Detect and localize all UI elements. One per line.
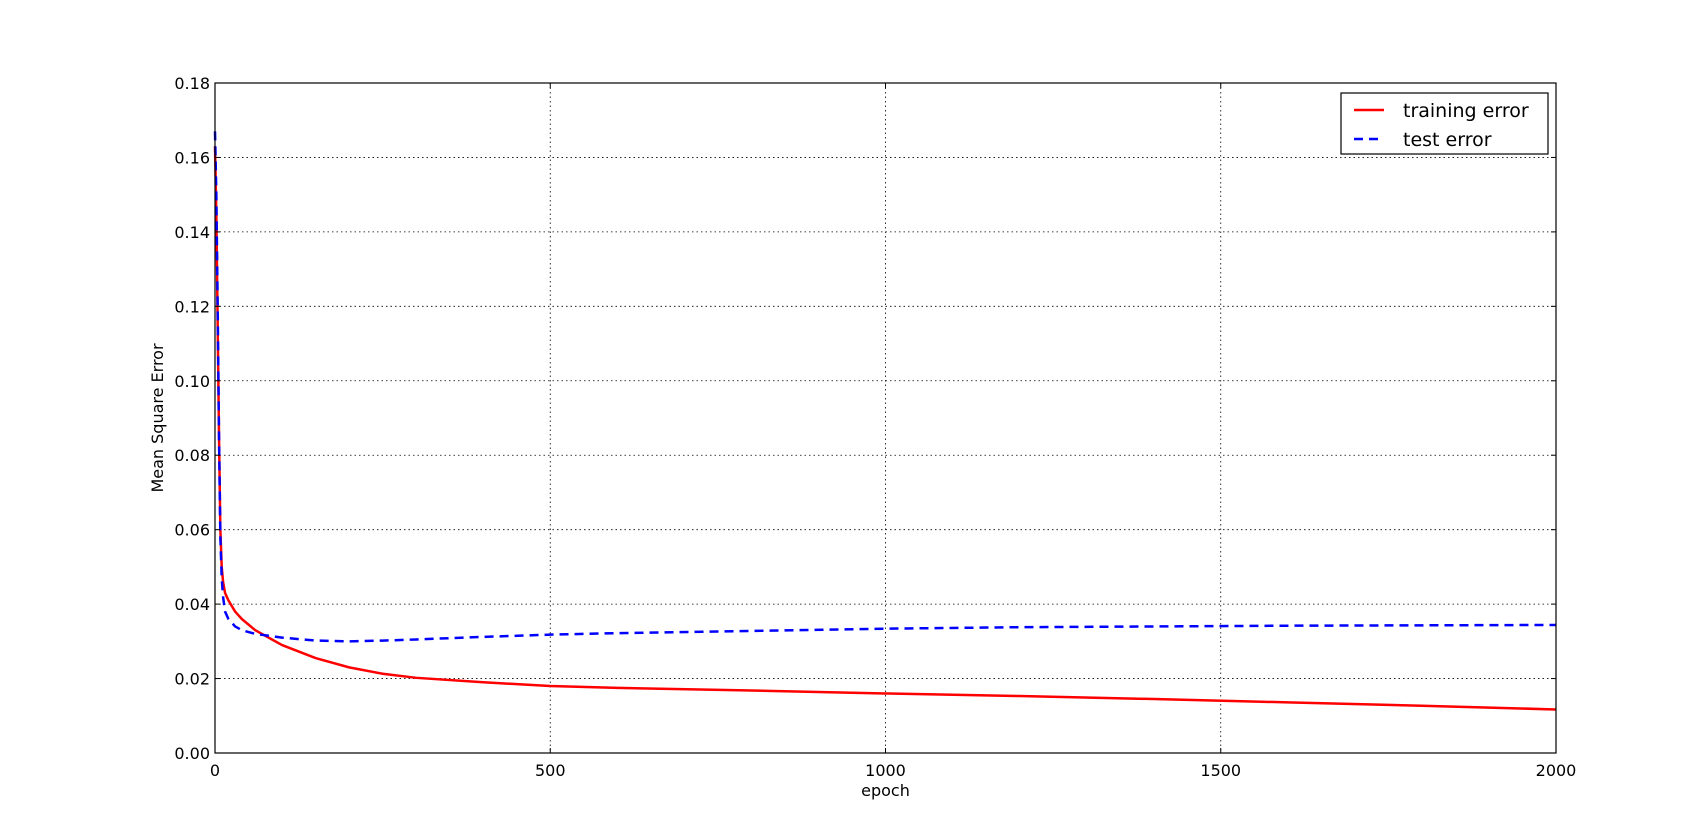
y-axis-label: Mean Square Error	[148, 343, 167, 493]
legend-label-training-error: training error	[1403, 100, 1529, 122]
y-tick-label: 0.16	[174, 148, 210, 167]
legend: training error test error	[1340, 92, 1549, 155]
y-tick-label: 0.12	[174, 297, 210, 316]
series-line-test-error	[213, 131, 1557, 643]
x-tick-label: 2000	[1536, 761, 1577, 780]
y-tick-label: 0.04	[174, 595, 210, 614]
grid-lines	[215, 83, 1556, 753]
x-tick-label: 0	[210, 761, 220, 780]
x-axis-label: epoch	[861, 781, 910, 800]
legend-box	[1340, 92, 1549, 155]
x-tick-label: 1500	[1200, 761, 1241, 780]
y-tick-label: 0.00	[174, 744, 210, 763]
y-tick-label: 0.02	[174, 670, 210, 689]
x-tick-label: 1000	[865, 761, 906, 780]
series-line-training-error	[213, 146, 1557, 711]
data-series	[213, 131, 1557, 711]
y-tick-label: 0.08	[174, 446, 210, 465]
x-tick-label: 500	[535, 761, 566, 780]
axis-ticks: 0 500 1000 1500 2000 0.00 0.02 0.04 0.06 0.08 0.10…	[174, 74, 1576, 780]
y-tick-label: 0.14	[174, 223, 210, 242]
legend-label-test-error: test error	[1403, 129, 1492, 151]
y-tick-label: 0.10	[174, 372, 210, 391]
y-tick-label: 0.06	[174, 521, 210, 540]
y-tick-label: 0.18	[174, 74, 210, 93]
